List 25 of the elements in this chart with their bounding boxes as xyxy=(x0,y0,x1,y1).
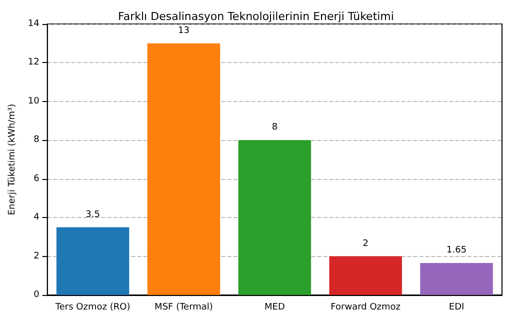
y-tick-label: 12 xyxy=(28,58,40,68)
x-tick-label: Forward Ozmoz xyxy=(330,302,401,312)
y-tick-label: 6 xyxy=(34,174,40,184)
data-label: 13 xyxy=(178,26,190,36)
y-tick-label: 2 xyxy=(34,251,40,262)
bar xyxy=(420,263,493,295)
y-tick-label: 4 xyxy=(34,212,40,223)
data-label: 3.5 xyxy=(86,210,100,220)
x-tick-label: Ters Ozmoz (RO) xyxy=(54,302,130,312)
x-tick-label: MSF (Termal) xyxy=(154,302,213,312)
x-tick-label: EDI xyxy=(448,302,464,312)
data-label: 8 xyxy=(272,122,278,133)
bar xyxy=(56,227,130,295)
y-tick-label: 10 xyxy=(28,96,40,106)
y-tick-label: 8 xyxy=(34,135,40,146)
bar xyxy=(147,43,220,295)
x-tick-label: MED xyxy=(264,302,285,312)
y-tick-label: 14 xyxy=(28,19,40,29)
chart-title: Farklı Desalinasyon Teknolojilerinin Enerji Tüketimi xyxy=(118,10,394,23)
y-tick-label: 0 xyxy=(34,290,40,300)
bar xyxy=(329,256,402,295)
y-axis-title: Enerji Tüketimi (kWh/m³) xyxy=(8,104,18,216)
data-label: 1.65 xyxy=(446,246,467,256)
bar xyxy=(238,140,312,295)
data-label: 2 xyxy=(362,238,368,249)
